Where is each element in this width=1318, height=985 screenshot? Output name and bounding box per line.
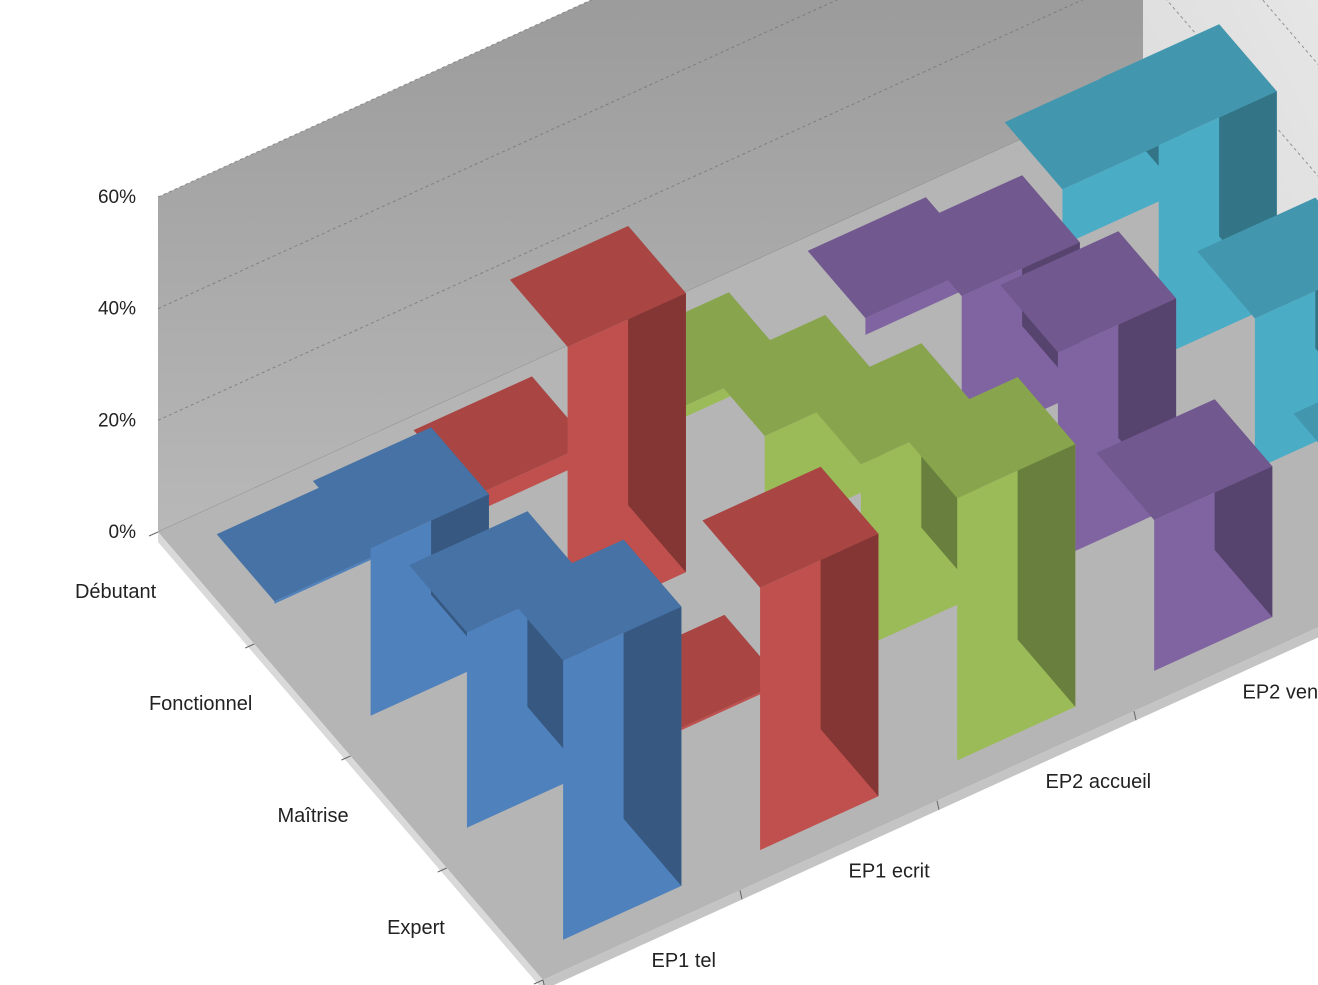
category-tick bbox=[148, 531, 159, 537]
bar-face-top bbox=[899, 377, 1076, 499]
category-axis-labels: Débutant Fonctionnel Maîtrise Expert bbox=[75, 581, 445, 939]
y-tick-label: 20% bbox=[98, 410, 136, 431]
bar bbox=[1293, 402, 1318, 443]
series-tick bbox=[936, 800, 940, 810]
bar-face-top bbox=[1096, 399, 1273, 521]
bar-face-top bbox=[1000, 231, 1177, 353]
series-label: EP2 vente bbox=[1243, 681, 1318, 703]
bar-face-front bbox=[663, 682, 783, 739]
bar-face-top bbox=[903, 175, 1080, 297]
bar-face-front bbox=[274, 547, 393, 604]
gridline bbox=[157, 0, 593, 198]
category-tick bbox=[245, 643, 255, 649]
y-axis-labels: 0% 20% 40% 60% bbox=[98, 187, 136, 543]
bar-face-top bbox=[1197, 197, 1318, 319]
y-tick-label: 0% bbox=[109, 522, 137, 543]
series-label: EP1 ecrit bbox=[849, 861, 931, 883]
floor-edge-left bbox=[158, 532, 543, 985]
category-label: Débutant bbox=[75, 581, 157, 603]
chart-bars bbox=[216, 24, 1318, 940]
bar bbox=[1197, 197, 1318, 470]
series-tick bbox=[1133, 711, 1137, 721]
category-tick bbox=[341, 755, 351, 761]
bar-face-top bbox=[1293, 402, 1318, 443]
series-label: EP2 accueil bbox=[1046, 771, 1152, 793]
bar-face-top bbox=[702, 466, 879, 588]
category-tick bbox=[533, 979, 544, 985]
bar-face-top bbox=[505, 539, 682, 661]
category-label: Maîtrise bbox=[278, 805, 349, 827]
bar bbox=[702, 466, 879, 851]
bar bbox=[1096, 399, 1273, 671]
bar-face-top bbox=[803, 343, 980, 465]
y-tick-label: 60% bbox=[98, 187, 136, 208]
bar-face-top bbox=[1100, 24, 1277, 146]
bar-face-top bbox=[409, 511, 586, 633]
bar-face-front bbox=[471, 443, 590, 515]
bar-face-front bbox=[1254, 289, 1318, 470]
bar bbox=[505, 539, 682, 940]
bar-face-top bbox=[509, 226, 686, 347]
category-label: Expert bbox=[387, 917, 445, 939]
bar bbox=[899, 377, 1076, 761]
series-label: EP1 tel bbox=[652, 950, 716, 972]
gridline bbox=[157, 0, 1318, 310]
axis-ticks bbox=[148, 531, 1137, 985]
bar-face-top bbox=[706, 315, 883, 436]
bar-face-top bbox=[312, 427, 489, 549]
floor-edge-front bbox=[543, 627, 1318, 985]
gridline bbox=[157, 0, 1318, 421]
y-tick-label: 40% bbox=[98, 299, 136, 320]
series-tick bbox=[739, 890, 743, 900]
bar-face-front bbox=[1062, 135, 1181, 246]
bar bbox=[509, 226, 686, 627]
category-tick bbox=[437, 867, 447, 873]
category-label: Fonctionnel bbox=[149, 693, 252, 715]
